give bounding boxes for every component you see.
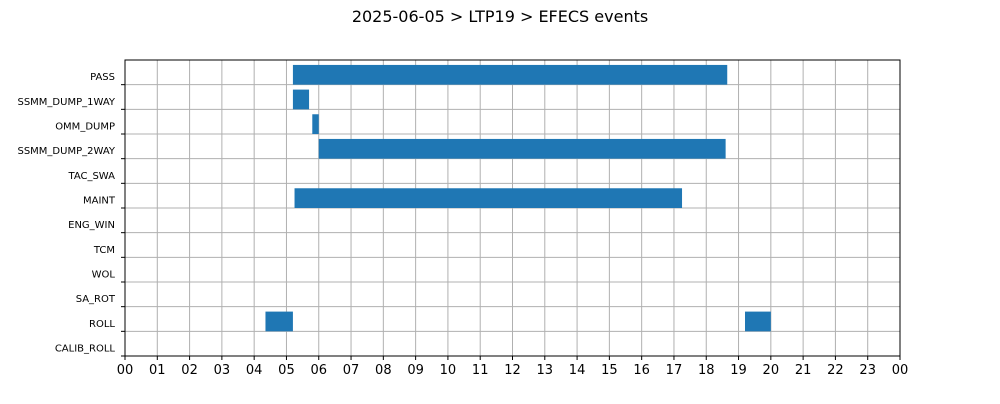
x-tick-label: 04: [246, 363, 263, 378]
event-bar: [312, 114, 319, 134]
x-tick-label: 13: [537, 363, 554, 378]
y-tick-label: MAINT: [83, 196, 116, 207]
y-axis-ticks: PASS SSMM_DUMP_1WAY OMM_DUMP SSMM_DUMP_2WAY…: [17, 72, 125, 357]
y-tick-label: WOL: [92, 270, 116, 281]
x-axis-ticks: 00 01 02 03 04 05 06 07 08 09 10 11 12 13 14 15 16 17 18 19…: [117, 356, 909, 378]
x-tick-label: 19: [730, 363, 747, 378]
y-tick-label: CALIB_ROLL: [55, 344, 116, 355]
x-tick-label: 00: [892, 363, 909, 378]
y-tick-label: TCM: [93, 245, 115, 256]
bars: [265, 64, 771, 332]
x-tick-label: 12: [504, 363, 521, 378]
x-tick-label: 02: [181, 363, 198, 378]
x-tick-label: 16: [633, 363, 650, 378]
plot-frame: [124, 59, 901, 357]
y-tick-label: PASS: [90, 72, 115, 83]
x-tick-label: 09: [407, 363, 424, 378]
y-tick-label: SSMM_DUMP_2WAY: [17, 146, 115, 157]
y-tick-label: ENG_WIN: [68, 220, 115, 231]
event-bar: [294, 188, 683, 208]
y-tick-label: OMM_DUMP: [55, 122, 115, 133]
x-tick-label: 06: [310, 363, 327, 378]
y-tick-label: ROLL: [89, 319, 115, 330]
event-bar: [318, 138, 726, 159]
event-bar: [265, 311, 293, 332]
x-tick-label: 14: [569, 363, 586, 378]
event-bar: [745, 311, 771, 332]
chart-title: 2025-06-05 > LTP19 > EFECS events: [352, 7, 648, 26]
x-tick-label: 07: [343, 363, 360, 378]
x-tick-label: 08: [375, 363, 392, 378]
x-tick-label: 18: [698, 363, 715, 378]
x-tick-label: 23: [859, 363, 876, 378]
x-tick-label: 10: [440, 363, 457, 378]
y-tick-label: TAC_SWA: [67, 171, 115, 182]
event-bar: [292, 64, 728, 85]
x-tick-label: 17: [666, 363, 683, 378]
x-tick-label: 03: [214, 363, 231, 378]
x-tick-label: 22: [827, 363, 844, 378]
event-bar: [292, 89, 310, 110]
x-tick-label: 05: [278, 363, 295, 378]
x-tick-label: 21: [795, 363, 812, 378]
x-tick-label: 15: [601, 363, 618, 378]
y-tick-label: SA_ROT: [76, 294, 116, 305]
x-tick-label: 00: [117, 363, 134, 378]
y-tick-label: SSMM_DUMP_1WAY: [17, 97, 115, 108]
x-tick-label: 20: [763, 363, 780, 378]
x-tick-label: 01: [149, 363, 166, 378]
x-tick-label: 11: [472, 363, 489, 378]
